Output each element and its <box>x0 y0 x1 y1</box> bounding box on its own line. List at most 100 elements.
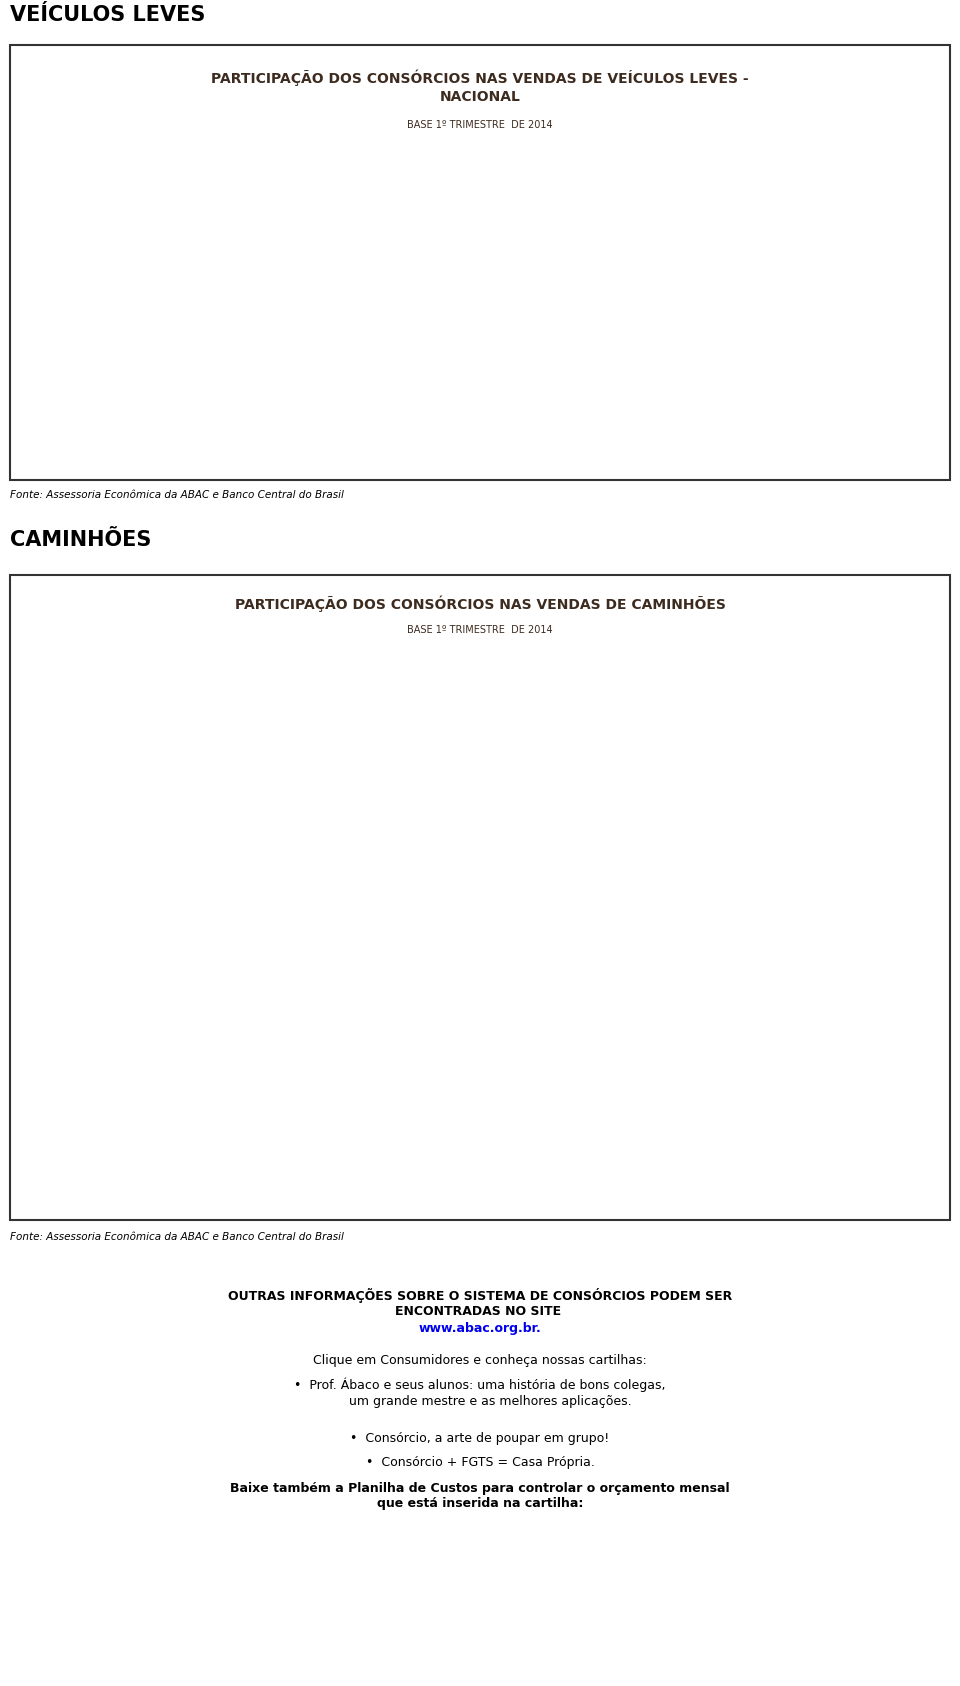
Bar <box>599 1007 619 1200</box>
Text: 65,0%: 65,0% <box>71 673 81 700</box>
Bar <box>706 1086 726 1200</box>
Bar <box>119 273 139 460</box>
Bar <box>759 374 780 460</box>
Text: 10,5%: 10,5% <box>898 1089 907 1116</box>
Bar <box>866 1114 886 1200</box>
Text: 15,8%: 15,8% <box>578 329 587 354</box>
Text: 22,4%: 22,4% <box>285 285 294 312</box>
Bar <box>173 292 193 460</box>
Bar <box>66 209 86 460</box>
Bar <box>332 934 352 1200</box>
Bar <box>759 1091 780 1200</box>
Bar <box>359 936 379 1200</box>
Bar <box>279 929 300 1200</box>
Text: 39,7%: 39,7% <box>204 867 214 894</box>
Bar <box>200 295 219 460</box>
Text: 34,2%: 34,2% <box>392 909 400 934</box>
Bar <box>572 1005 592 1200</box>
Bar <box>439 993 459 1200</box>
Text: CAMINHÕES: CAMINHÕES <box>10 529 151 550</box>
Bar <box>653 361 672 460</box>
Bar <box>893 411 912 460</box>
Text: 9,3%: 9,3% <box>845 376 853 398</box>
Bar <box>785 379 805 460</box>
Bar <box>466 995 486 1200</box>
Text: 58,2%: 58,2% <box>125 725 133 752</box>
Text: 45,6%: 45,6% <box>152 821 160 848</box>
Text: 14,9%: 14,9% <box>738 1055 747 1082</box>
Text: 14,4%: 14,4% <box>711 337 720 364</box>
Text: 26,8%: 26,8% <box>471 964 480 991</box>
Bar <box>706 366 726 460</box>
Bar <box>279 314 300 460</box>
Text: 12,3%: 12,3% <box>791 351 801 378</box>
Text: www.abac.org.br.: www.abac.org.br. <box>419 1322 541 1335</box>
Text: 23,9%: 23,9% <box>258 275 267 302</box>
Text: 26,7%: 26,7% <box>498 966 507 991</box>
Text: Fonte: Assessoria Econômica da ABAC e Banco Central do Brasil: Fonte: Assessoria Econômica da ABAC e Ba… <box>10 1232 344 1243</box>
Text: 36,1%: 36,1% <box>258 894 267 921</box>
Text: 27,1%: 27,1% <box>444 963 454 990</box>
Text: NACIONAL: NACIONAL <box>440 89 520 105</box>
Text: 19,0%: 19,0% <box>684 1025 693 1050</box>
Bar <box>626 1015 646 1200</box>
Text: 12,6%: 12,6% <box>818 1074 827 1099</box>
Bar <box>146 851 166 1200</box>
Text: 45,5%: 45,5% <box>179 823 187 848</box>
Text: 7,4%: 7,4% <box>924 388 933 410</box>
Bar <box>519 1000 540 1200</box>
Text: 34,8%: 34,8% <box>338 904 348 931</box>
Bar <box>173 851 193 1200</box>
Text: 14,3%: 14,3% <box>764 1060 774 1087</box>
Bar <box>812 383 832 460</box>
Text: 17,4%: 17,4% <box>498 317 507 344</box>
Text: 16,3%: 16,3% <box>551 325 561 351</box>
Text: 26,4%: 26,4% <box>152 258 160 285</box>
Bar <box>546 1001 565 1200</box>
Bar <box>66 703 86 1200</box>
Bar <box>839 400 859 460</box>
Bar <box>572 356 592 460</box>
Text: 28,4%: 28,4% <box>125 246 133 271</box>
Text: Clique em Consumidores e conheça nossas cartilhas:: Clique em Consumidores e conheça nossas … <box>313 1354 647 1367</box>
Text: 14,6%: 14,6% <box>684 336 693 362</box>
Bar <box>332 319 352 460</box>
Bar <box>546 352 565 460</box>
Text: 15,2%: 15,2% <box>632 332 640 359</box>
Bar <box>386 327 406 460</box>
Bar <box>306 317 325 460</box>
Text: 15,0%: 15,0% <box>711 1055 720 1081</box>
Text: 16,7%: 16,7% <box>525 322 534 349</box>
Text: 20,9%: 20,9% <box>658 1010 667 1037</box>
Text: •  Consórcio + FGTS = Casa Própria.: • Consórcio + FGTS = Casa Própria. <box>366 1457 594 1469</box>
Text: 14,3%: 14,3% <box>738 337 747 364</box>
Text: 28,9%: 28,9% <box>418 949 427 975</box>
Text: 21,8%: 21,8% <box>311 288 321 315</box>
Bar <box>93 717 112 1200</box>
Text: PARTICIPAÇÃO DOS CONSÓRCIOS NAS VENDAS DE VEÍCULOS LEVES -: PARTICIPAÇÃO DOS CONSÓRCIOS NAS VENDAS D… <box>211 71 749 86</box>
Bar <box>653 1040 672 1200</box>
Text: 7,9%: 7,9% <box>924 1114 933 1136</box>
Bar <box>359 327 379 460</box>
Text: 11,5%: 11,5% <box>845 1082 853 1108</box>
Text: OUTRAS INFORMAÇÕES SOBRE O SISTEMA DE CONSÓRCIOS PODEM SER
ENCONTRADAS NO SITE: OUTRAS INFORMAÇÕES SOBRE O SISTEMA DE CO… <box>228 1288 732 1318</box>
Bar <box>306 931 325 1200</box>
Text: Baixe também a Planilha de Custos para controlar o orçamento mensal
que está ins: Baixe também a Planilha de Custos para c… <box>230 1482 730 1511</box>
Bar <box>413 334 433 460</box>
Bar <box>919 1140 939 1200</box>
Text: 20,4%: 20,4% <box>365 298 373 324</box>
Bar <box>679 1055 699 1200</box>
Text: 25,9%: 25,9% <box>551 973 561 998</box>
Text: 20,4%: 20,4% <box>392 298 400 324</box>
Text: 7,4%: 7,4% <box>898 388 907 410</box>
Bar <box>492 346 513 460</box>
Text: 11,8%: 11,8% <box>818 354 827 381</box>
Bar <box>599 359 619 460</box>
Bar <box>386 939 406 1200</box>
Text: 11,3%: 11,3% <box>871 1084 880 1109</box>
Bar <box>492 996 513 1200</box>
Bar <box>226 303 246 460</box>
Text: 21,5%: 21,5% <box>338 292 348 317</box>
Text: 25,6%: 25,6% <box>578 975 587 1000</box>
Text: 15,1%: 15,1% <box>658 332 667 359</box>
